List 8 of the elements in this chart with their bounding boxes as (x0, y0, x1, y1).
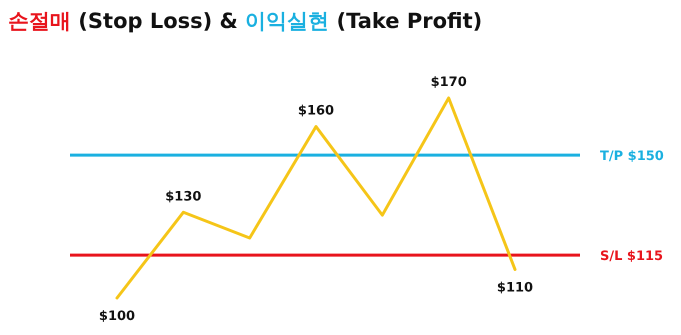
ref-line-label: S/L $115 (600, 249, 664, 264)
ref-line-label: T/P $150 (600, 149, 664, 164)
data-label: $160 (298, 104, 334, 119)
title: 손절매 (Stop Loss) & 이익실현 (Take Profit) (8, 9, 482, 33)
data-label: $130 (165, 189, 202, 204)
data-label: $170 (430, 75, 467, 90)
data-label: $100 (98, 309, 136, 324)
data-label: $110 (496, 280, 534, 296)
